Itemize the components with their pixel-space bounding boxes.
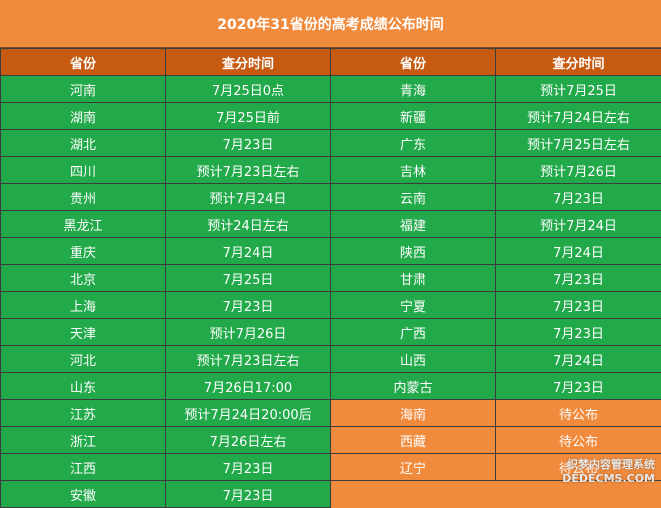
province-cell: 黑龙江 bbox=[1, 211, 166, 238]
table-row: 上海 7月23日 宁夏 7月23日 bbox=[1, 292, 661, 319]
table-row: 山东 7月26日17:00 内蒙古 7月23日 bbox=[1, 373, 661, 400]
header-row: 省份 查分时间 省份 查分时间 bbox=[1, 49, 661, 76]
header-time-left: 查分时间 bbox=[166, 49, 331, 76]
table-row: 湖北 7月23日 广东 预计7月25日左右 bbox=[1, 130, 661, 157]
time-cell: 7月24日 bbox=[496, 238, 661, 265]
time-cell: 7月23日 bbox=[166, 292, 331, 319]
province-cell: 辽宁 bbox=[331, 454, 496, 481]
province-cell: 广西 bbox=[331, 319, 496, 346]
province-cell: 陕西 bbox=[331, 238, 496, 265]
time-cell: 待公布 bbox=[496, 427, 661, 454]
province-cell: 天津 bbox=[1, 319, 166, 346]
time-cell: 7月23日 bbox=[496, 184, 661, 211]
time-cell: 预计7月26日 bbox=[166, 319, 331, 346]
province-cell: 山东 bbox=[1, 373, 166, 400]
time-cell: 预计7月25日 bbox=[496, 76, 661, 103]
sheet-title: 2020年31省份的高考成绩公布时间 bbox=[0, 0, 661, 48]
time-cell: 7月24日 bbox=[166, 238, 331, 265]
table-row: 浙江 7月26日左右 西藏 待公布 bbox=[1, 427, 661, 454]
time-cell: 7月23日 bbox=[166, 454, 331, 481]
watermark-line1: 织梦内容管理系统 bbox=[562, 458, 655, 472]
province-cell: 贵州 bbox=[1, 184, 166, 211]
table-row: 河北 预计7月23日左右 山西 7月24日 bbox=[1, 346, 661, 373]
time-cell: 7月23日 bbox=[496, 265, 661, 292]
watermark-line2: DEDECMS.COM bbox=[562, 472, 655, 486]
province-cell: 山西 bbox=[331, 346, 496, 373]
province-cell: 浙江 bbox=[1, 427, 166, 454]
release-table: 省份 查分时间 省份 查分时间 河南 7月25日0点 青海 预计7月25日 湖南… bbox=[0, 48, 661, 508]
time-cell: 7月24日 bbox=[496, 346, 661, 373]
empty-cell bbox=[331, 481, 496, 508]
table-row: 江苏 预计7月24日20:00后 海南 待公布 bbox=[1, 400, 661, 427]
time-cell: 7月26日左右 bbox=[166, 427, 331, 454]
province-cell: 湖北 bbox=[1, 130, 166, 157]
header-province-left: 省份 bbox=[1, 49, 166, 76]
time-cell: 预计7月24日20:00后 bbox=[166, 400, 331, 427]
watermark: 织梦内容管理系统 DEDECMS.COM bbox=[562, 458, 655, 486]
time-cell: 7月25日前 bbox=[166, 103, 331, 130]
time-cell: 预计7月23日左右 bbox=[166, 157, 331, 184]
province-cell: 河南 bbox=[1, 76, 166, 103]
time-cell: 7月26日17:00 bbox=[166, 373, 331, 400]
province-cell: 宁夏 bbox=[331, 292, 496, 319]
time-cell: 7月23日 bbox=[166, 481, 331, 508]
province-cell: 甘肃 bbox=[331, 265, 496, 292]
time-cell: 预计7月24日 bbox=[166, 184, 331, 211]
time-cell: 7月23日 bbox=[166, 130, 331, 157]
time-cell: 7月25日0点 bbox=[166, 76, 331, 103]
province-cell: 河北 bbox=[1, 346, 166, 373]
province-cell: 西藏 bbox=[331, 427, 496, 454]
time-cell: 7月23日 bbox=[496, 373, 661, 400]
province-cell: 云南 bbox=[331, 184, 496, 211]
time-cell: 预计7月23日左右 bbox=[166, 346, 331, 373]
table-row: 天津 预计7月26日 广西 7月23日 bbox=[1, 319, 661, 346]
table-row: 重庆 7月24日 陕西 7月24日 bbox=[1, 238, 661, 265]
header-province-right: 省份 bbox=[331, 49, 496, 76]
time-cell: 预计7月25日左右 bbox=[496, 130, 661, 157]
time-cell: 7月23日 bbox=[496, 292, 661, 319]
table-row: 北京 7月25日 甘肃 7月23日 bbox=[1, 265, 661, 292]
table-row: 贵州 预计7月24日 云南 7月23日 bbox=[1, 184, 661, 211]
province-cell: 广东 bbox=[331, 130, 496, 157]
table-row: 河南 7月25日0点 青海 预计7月25日 bbox=[1, 76, 661, 103]
score-release-sheet: 2020年31省份的高考成绩公布时间 省份 查分时间 省份 查分时间 河南 7月… bbox=[0, 0, 661, 492]
time-cell: 7月25日 bbox=[166, 265, 331, 292]
province-cell: 吉林 bbox=[331, 157, 496, 184]
time-cell: 待公布 bbox=[496, 400, 661, 427]
time-cell: 7月23日 bbox=[496, 319, 661, 346]
table-row: 四川 预计7月23日左右 吉林 预计7月26日 bbox=[1, 157, 661, 184]
table-row: 黑龙江 预计24日左右 福建 预计7月24日 bbox=[1, 211, 661, 238]
province-cell: 江西 bbox=[1, 454, 166, 481]
province-cell: 新疆 bbox=[331, 103, 496, 130]
province-cell: 上海 bbox=[1, 292, 166, 319]
province-cell: 江苏 bbox=[1, 400, 166, 427]
header-time-right: 查分时间 bbox=[496, 49, 661, 76]
province-cell: 青海 bbox=[331, 76, 496, 103]
province-cell: 安徽 bbox=[1, 481, 166, 508]
time-cell: 预计24日左右 bbox=[166, 211, 331, 238]
time-cell: 预计7月24日左右 bbox=[496, 103, 661, 130]
province-cell: 福建 bbox=[331, 211, 496, 238]
province-cell: 四川 bbox=[1, 157, 166, 184]
province-cell: 重庆 bbox=[1, 238, 166, 265]
province-cell: 湖南 bbox=[1, 103, 166, 130]
province-cell: 海南 bbox=[331, 400, 496, 427]
province-cell: 内蒙古 bbox=[331, 373, 496, 400]
table-row: 湖南 7月25日前 新疆 预计7月24日左右 bbox=[1, 103, 661, 130]
province-cell: 北京 bbox=[1, 265, 166, 292]
time-cell: 预计7月26日 bbox=[496, 157, 661, 184]
time-cell: 预计7月24日 bbox=[496, 211, 661, 238]
